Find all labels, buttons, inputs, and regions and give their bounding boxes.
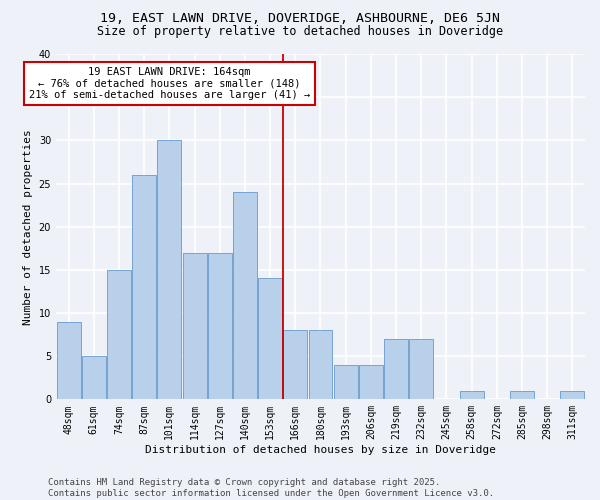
Bar (107, 270, 131, 400)
Bar (308, 330, 332, 400)
Bar (510, 390, 534, 400)
Bar (56, 322, 80, 400)
Bar (334, 365, 358, 400)
Bar (82, 356, 106, 400)
Text: Size of property relative to detached houses in Doveridge: Size of property relative to detached ho… (97, 25, 503, 38)
Bar (460, 390, 484, 400)
Bar (560, 390, 584, 400)
Bar (409, 339, 433, 400)
Y-axis label: Number of detached properties: Number of detached properties (23, 129, 33, 324)
Text: 19 EAST LAWN DRIVE: 164sqm
← 76% of detached houses are smaller (148)
21% of sem: 19 EAST LAWN DRIVE: 164sqm ← 76% of deta… (29, 67, 310, 100)
Bar (384, 339, 408, 400)
Bar (157, 140, 181, 400)
Bar (233, 192, 257, 400)
X-axis label: Distribution of detached houses by size in Doveridge: Distribution of detached houses by size … (145, 445, 496, 455)
Bar (182, 252, 206, 400)
Text: Contains HM Land Registry data © Crown copyright and database right 2025.
Contai: Contains HM Land Registry data © Crown c… (48, 478, 494, 498)
Bar (258, 278, 282, 400)
Bar (359, 365, 383, 400)
Bar (208, 252, 232, 400)
Bar (132, 175, 156, 400)
Bar (283, 330, 307, 400)
Text: 19, EAST LAWN DRIVE, DOVERIDGE, ASHBOURNE, DE6 5JN: 19, EAST LAWN DRIVE, DOVERIDGE, ASHBOURN… (100, 12, 500, 26)
